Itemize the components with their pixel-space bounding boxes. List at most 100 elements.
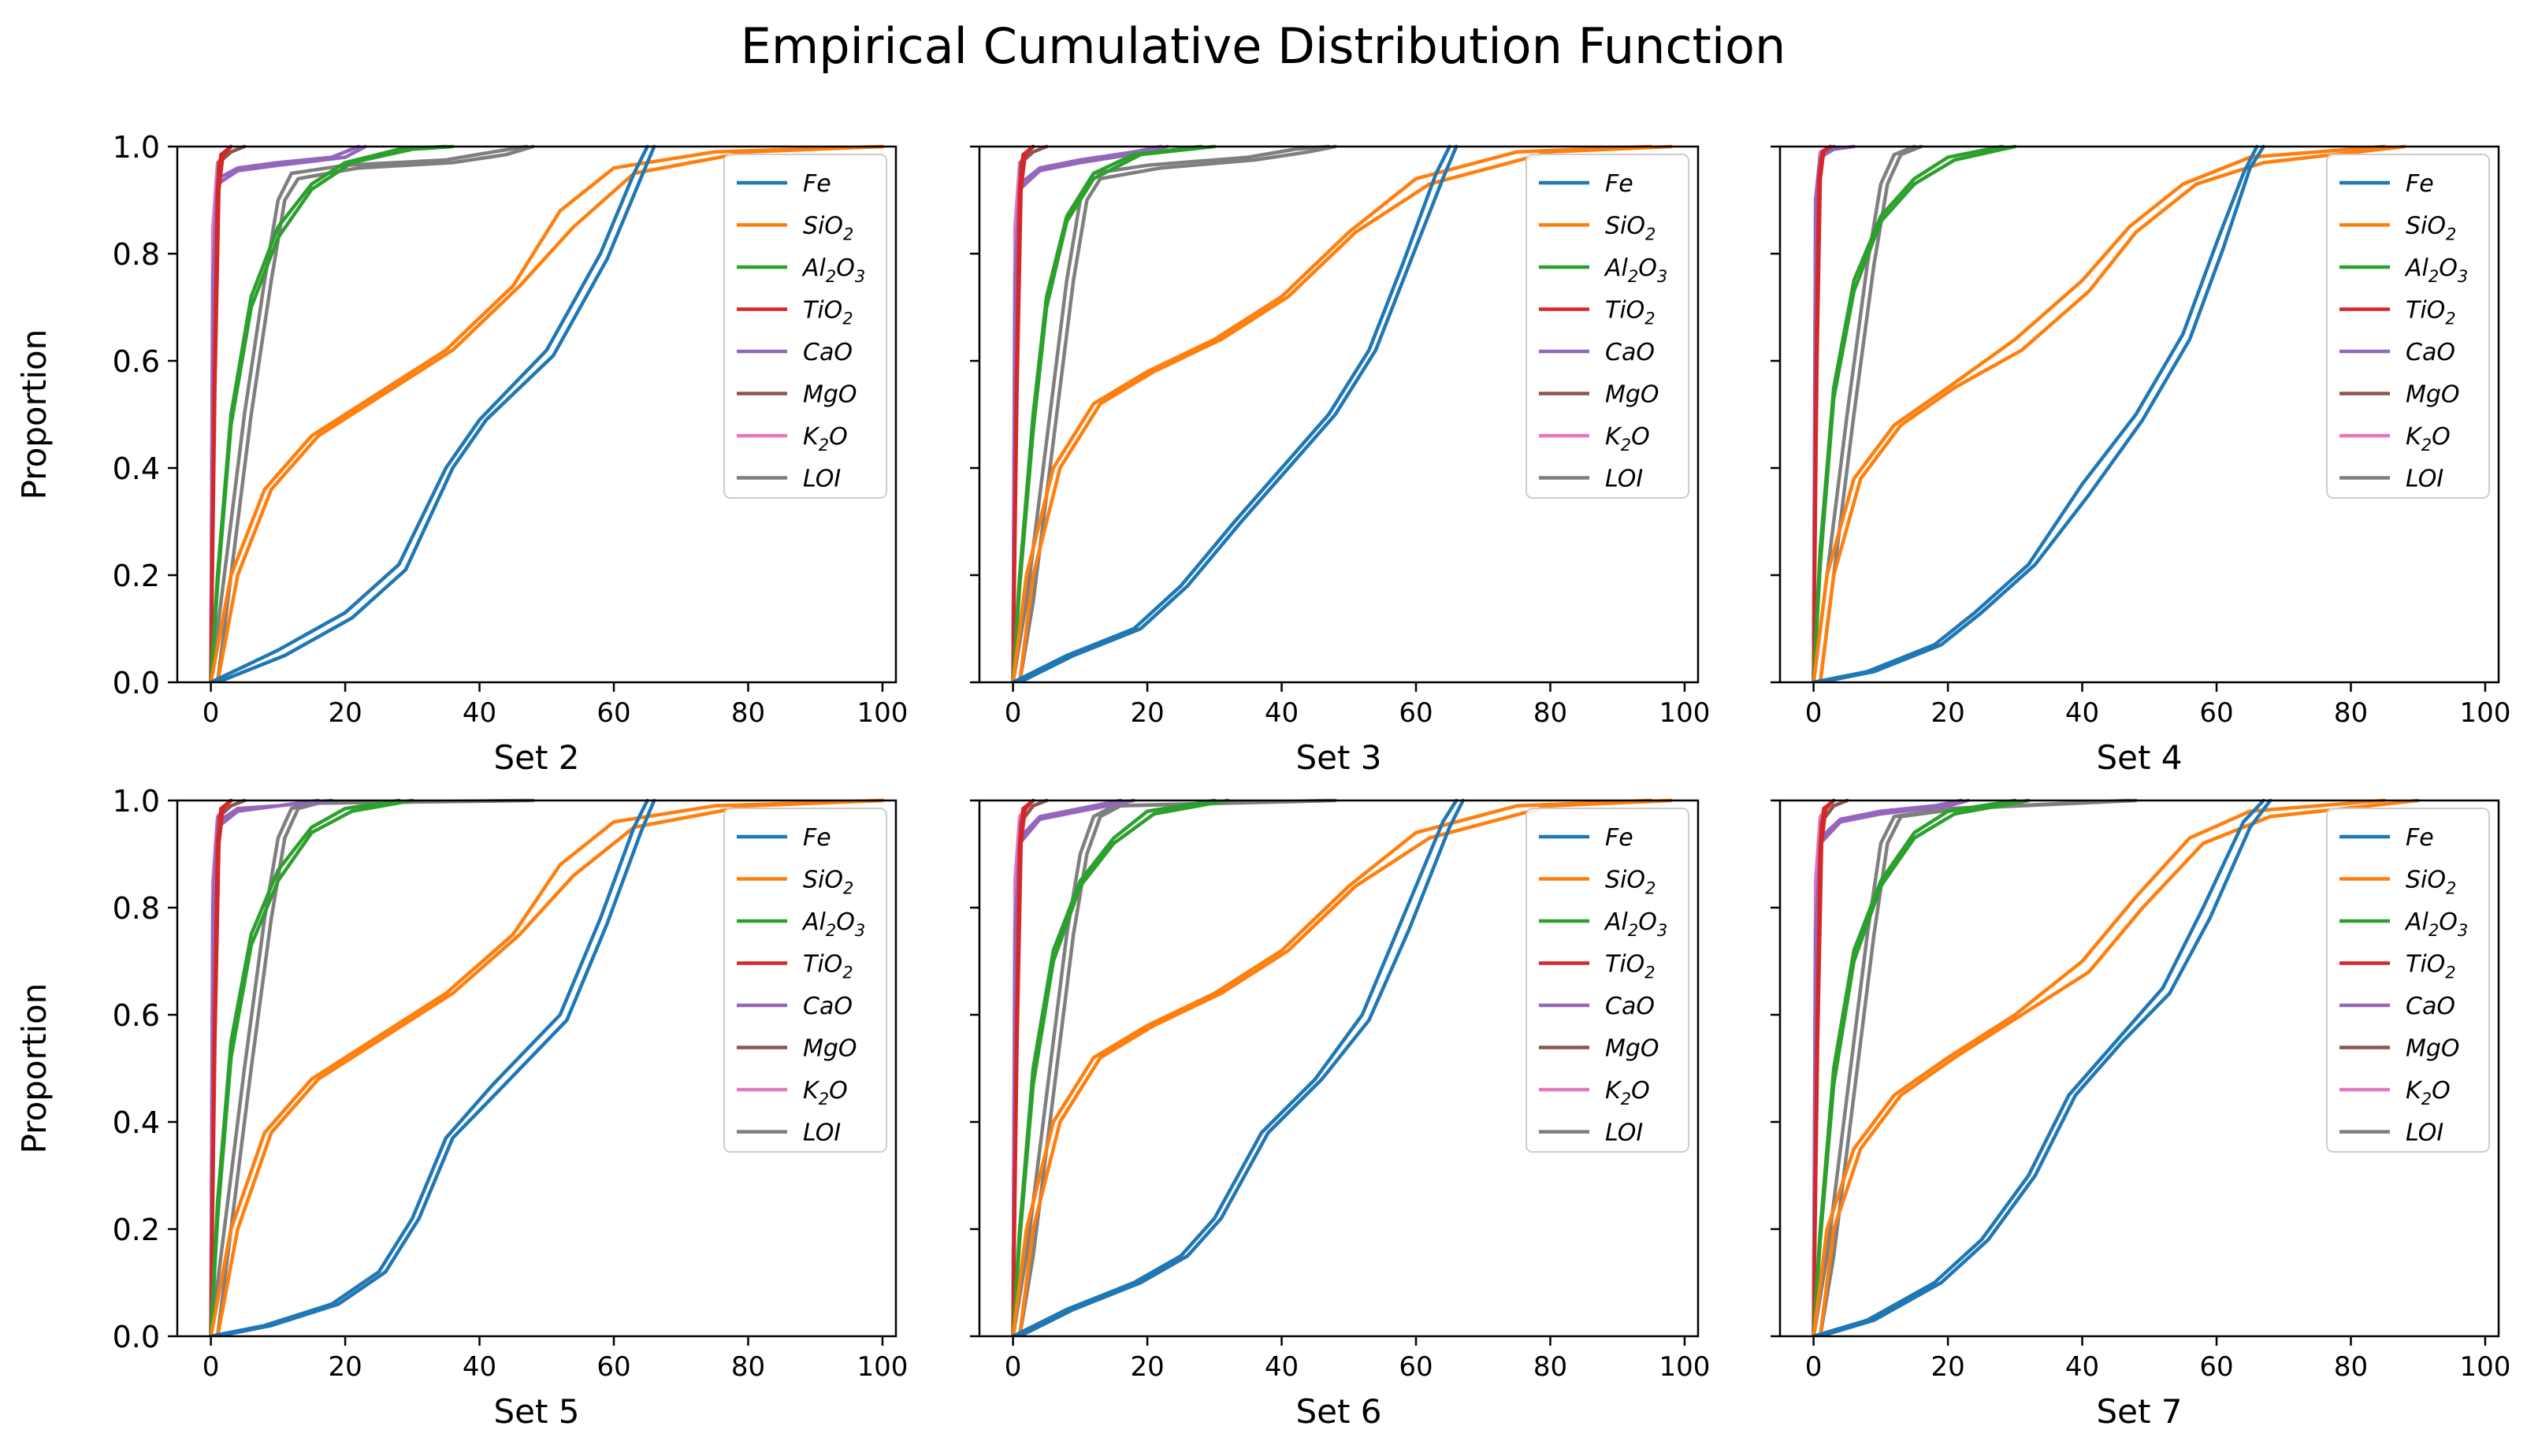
legend: Fe SiO2 Al2O3 TiO2 CaO MgO K2O LOI	[723, 808, 887, 1153]
x-tick-label: 100	[857, 1351, 909, 1383]
series-line-al2o3-1	[1812, 798, 2017, 1336]
legend-label-loi: LOI	[2406, 466, 2443, 493]
x-tick-label: 60	[596, 697, 630, 729]
x-axis-label: Set 7	[2096, 1392, 2182, 1431]
x-axis-label: Set 5	[493, 1392, 579, 1431]
axes-frame	[176, 145, 897, 684]
legend-label-sio2: SiO2	[1605, 213, 1656, 244]
x-tick-label: 0	[1005, 1351, 1022, 1383]
x-tick-label: 60	[2199, 1351, 2233, 1383]
series-line-tio2-2	[209, 798, 233, 1336]
axes-frame	[1778, 799, 2500, 1338]
x-axis-label: Set 6	[1295, 1392, 1381, 1431]
x-tick-label: 20	[328, 1351, 362, 1383]
panel-set-3: 0 20 40 60 80 100 Set 3 Fe SiO2 Al2O3 TiO2 CaO MgO K2…	[970, 144, 1710, 777]
series-line-cao-2	[1812, 798, 1970, 1336]
legend-label-loi: LOI	[1605, 466, 1643, 493]
legend-label-al2o3: Al2O3	[801, 908, 865, 940]
legend-label-mgo: MgO	[803, 381, 857, 409]
curves	[209, 144, 885, 682]
curves	[1011, 798, 1674, 1336]
series-line-loi-2	[1017, 798, 1337, 1336]
y-tick-label: 0.2	[113, 1213, 160, 1247]
series-line-fe-1	[209, 144, 649, 682]
legend-label-tio2: TiO2	[2406, 297, 2456, 329]
legend-label-al2o3: Al2O3	[801, 254, 865, 286]
series-line-al2o3-2	[209, 798, 414, 1336]
legend-label-loi: LOI	[2406, 1120, 2443, 1147]
series-line-fe-2	[1017, 144, 1459, 682]
series-line-loi-2	[215, 798, 535, 1336]
x-tick-label: 40	[463, 1351, 496, 1383]
x-tick-label: 60	[2199, 697, 2233, 729]
legend-label-al2o3: Al2O3	[2404, 908, 2468, 940]
curves	[1812, 798, 2420, 1336]
panel-set-4: 0 20 40 60 80 100 Set 4 Fe SiO2 Al2O3 TiO2 CaO MgO K2…	[1771, 144, 2510, 777]
legend-label-k2o: K2O	[2406, 1077, 2451, 1109]
x-tick-label: 0	[1805, 1351, 1823, 1383]
series-line-fe-2	[1818, 798, 2272, 1336]
curves	[1812, 144, 2406, 682]
legend-label-mgo: MgO	[1605, 1035, 1659, 1063]
series-line-al2o3-2	[1011, 798, 1230, 1336]
legend-label-loi: LOI	[1605, 1120, 1643, 1147]
series-line-sio2-2	[215, 798, 885, 1336]
legend-label-mgo: MgO	[803, 1035, 857, 1063]
series-line-sio2-2	[1017, 144, 1674, 682]
legend: Fe SiO2 Al2O3 TiO2 CaO MgO K2O LOI	[2326, 154, 2490, 499]
series-line-sio2-2	[1818, 798, 2420, 1336]
series-line-fe-1	[1011, 798, 1459, 1336]
series-line-sio2-2	[1818, 144, 2406, 682]
series-line-al2o3-2	[209, 144, 455, 682]
panel-set-5: 0 20 40 60 80 100 0.0 0.2 0.4 0.6 0.8 1.0 Set 5 Propo…	[15, 784, 908, 1431]
legend-label-k2o: K2O	[1605, 1077, 1650, 1109]
panel-set-7: 0 20 40 60 80 100 Set 7 Fe SiO2 Al2O3 TiO2 CaO MgO K2…	[1771, 798, 2510, 1431]
legend-box	[723, 808, 887, 1153]
legend-label-mgo: MgO	[2406, 381, 2460, 409]
legend-box	[2326, 808, 2490, 1153]
x-tick-label: 80	[2334, 1351, 2368, 1383]
legend-label-tio2: TiO2	[1605, 951, 1656, 982]
series-line-fe-2	[1818, 144, 2265, 682]
legend-label-fe: Fe	[803, 824, 831, 852]
x-axis-label: Set 2	[493, 738, 579, 777]
x-tick-label: 20	[1130, 697, 1164, 729]
y-tick-label: 1.0	[113, 784, 160, 819]
y-tick-label: 0.6	[113, 998, 160, 1033]
legend: Fe SiO2 Al2O3 TiO2 CaO MgO K2O LOI	[1525, 808, 1689, 1153]
y-tick-label: 0.8	[113, 891, 160, 926]
x-tick-label: 0	[1005, 697, 1022, 729]
axes-frame	[1778, 145, 2500, 684]
y-tick-label: 0.0	[113, 666, 160, 700]
legend-label-sio2: SiO2	[2406, 213, 2456, 244]
series-line-tio2-2	[1011, 798, 1035, 1336]
x-axis-label: Set 4	[2096, 738, 2182, 777]
legend-label-cao: CaO	[2406, 339, 2455, 366]
series-line-loi-2	[1818, 798, 2138, 1336]
legend-box	[1525, 808, 1689, 1153]
legend-label-loi: LOI	[803, 1120, 841, 1147]
x-tick-label: 60	[596, 1351, 630, 1383]
series-line-loi-2	[1017, 144, 1337, 682]
x-tick-label: 20	[1130, 1351, 1164, 1383]
series-line-loi-2	[1818, 144, 1923, 682]
y-axis-label: Proportion	[15, 983, 54, 1154]
x-tick-label: 80	[1533, 697, 1567, 729]
legend-label-al2o3: Al2O3	[1604, 254, 1667, 286]
series-line-al2o3-1	[1011, 144, 1203, 682]
legend-label-al2o3: Al2O3	[1604, 908, 1667, 940]
series-line-al2o3-2	[1812, 798, 2031, 1336]
x-tick-label: 40	[1265, 1351, 1299, 1383]
series-line-loi-1	[1011, 798, 1331, 1336]
legend: Fe SiO2 Al2O3 TiO2 CaO MgO K2O LOI	[2326, 808, 2490, 1153]
y-tick-label: 0.0	[113, 1320, 160, 1354]
legend-label-sio2: SiO2	[803, 867, 853, 898]
legend-label-k2o: K2O	[803, 1077, 848, 1109]
legend-label-sio2: SiO2	[803, 213, 853, 244]
y-tick-label: 0.4	[113, 1105, 160, 1140]
legend-label-tio2: TiO2	[803, 951, 853, 982]
axes-frame	[176, 799, 897, 1338]
legend-label-k2o: K2O	[2406, 423, 2451, 455]
x-axis-label: Set 3	[1295, 738, 1381, 777]
